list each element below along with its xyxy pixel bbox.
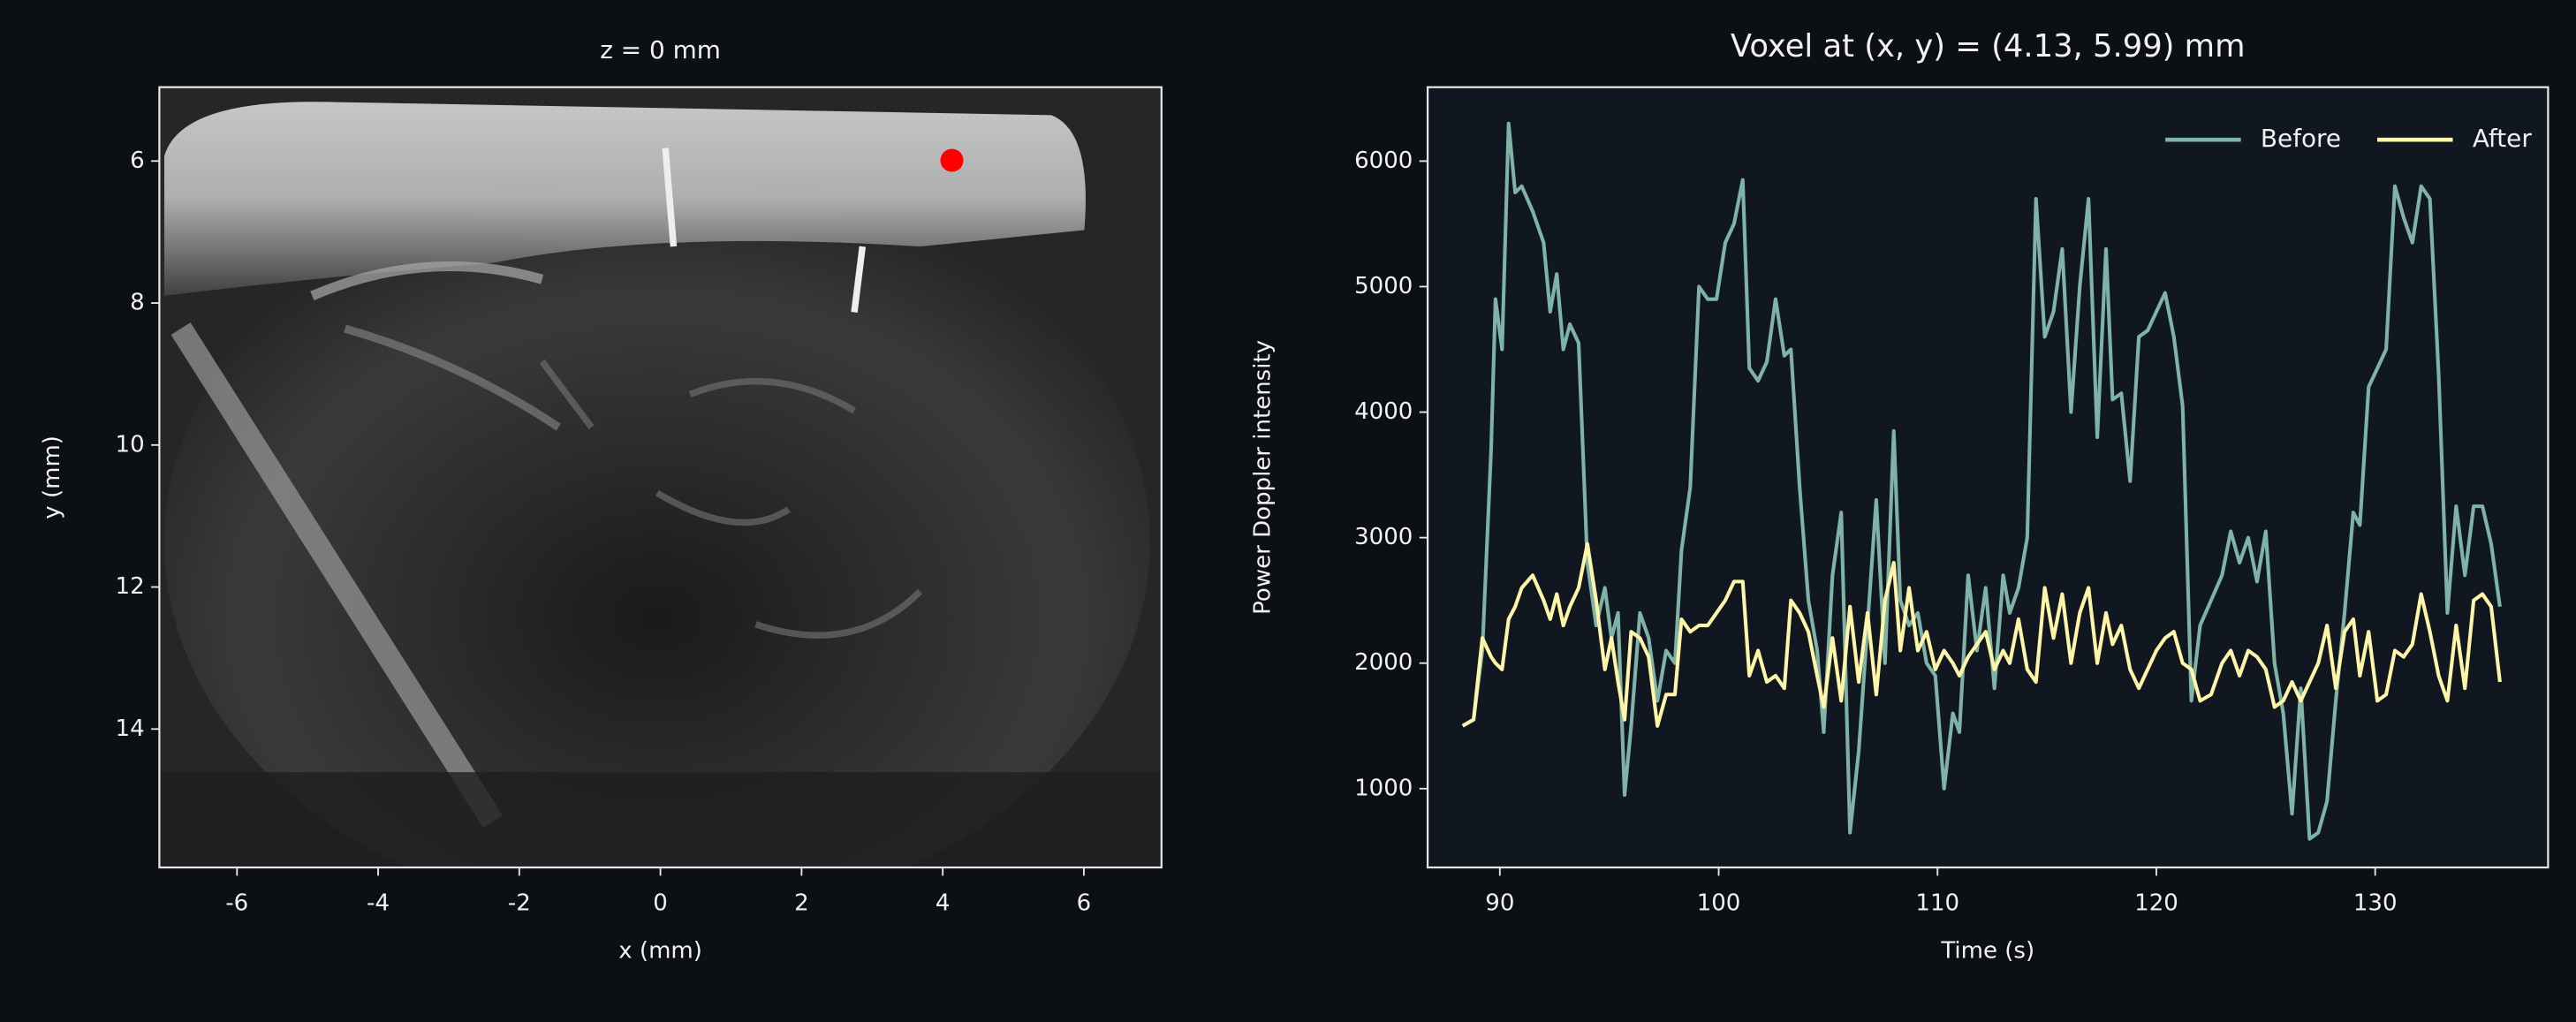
x-tick-label: -2 bbox=[508, 890, 531, 916]
legend-label: After bbox=[2473, 124, 2532, 153]
y-tick-label: 4000 bbox=[1354, 398, 1413, 425]
y-tick-label: 14 bbox=[116, 715, 145, 742]
x-tick-label: -4 bbox=[367, 890, 390, 916]
y-axis-label: y (mm) bbox=[39, 435, 65, 519]
y-axis-label: Power Doppler intensity bbox=[1250, 340, 1277, 615]
plot-area bbox=[1428, 87, 2549, 868]
x-tick-label: -6 bbox=[225, 890, 248, 916]
y-tick-label: 1000 bbox=[1354, 775, 1413, 801]
x-tick-label: 110 bbox=[1915, 890, 1959, 916]
y-tick-label: 8 bbox=[130, 290, 145, 316]
y-tick-label: 2000 bbox=[1354, 649, 1413, 676]
x-tick-label: 4 bbox=[936, 890, 951, 916]
x-tick-label: 0 bbox=[653, 890, 668, 916]
y-tick-label: 3000 bbox=[1354, 524, 1413, 550]
y-tick-label: 6000 bbox=[1354, 148, 1413, 174]
x-axis-label: Time (s) bbox=[1940, 937, 2034, 964]
y-tick-label: 5000 bbox=[1354, 273, 1413, 299]
y-tick-label: 10 bbox=[116, 431, 145, 458]
series-line bbox=[1461, 541, 2502, 728]
chart-title: z = 0 mm bbox=[600, 35, 721, 64]
x-tick-label: 2 bbox=[794, 890, 809, 916]
x-axis-label: x (mm) bbox=[618, 937, 702, 964]
x-tick-label: 6 bbox=[1077, 890, 1092, 916]
y-tick-label: 12 bbox=[116, 573, 145, 600]
x-tick-label: 130 bbox=[2353, 890, 2398, 916]
chart-title: Voxel at (x, y) = (4.13, 5.99) mm bbox=[1731, 28, 2246, 64]
selected-voxel bbox=[940, 148, 964, 172]
legend-label: Before bbox=[2261, 124, 2341, 153]
x-tick-label: 100 bbox=[1697, 890, 1741, 916]
axes-frame bbox=[1426, 86, 2549, 869]
x-tick-label: 120 bbox=[2134, 890, 2178, 916]
axes-frame bbox=[158, 86, 1163, 869]
x-tick-label: 90 bbox=[1485, 890, 1514, 916]
doppler-image bbox=[159, 87, 1162, 868]
y-tick-label: 6 bbox=[130, 148, 145, 174]
